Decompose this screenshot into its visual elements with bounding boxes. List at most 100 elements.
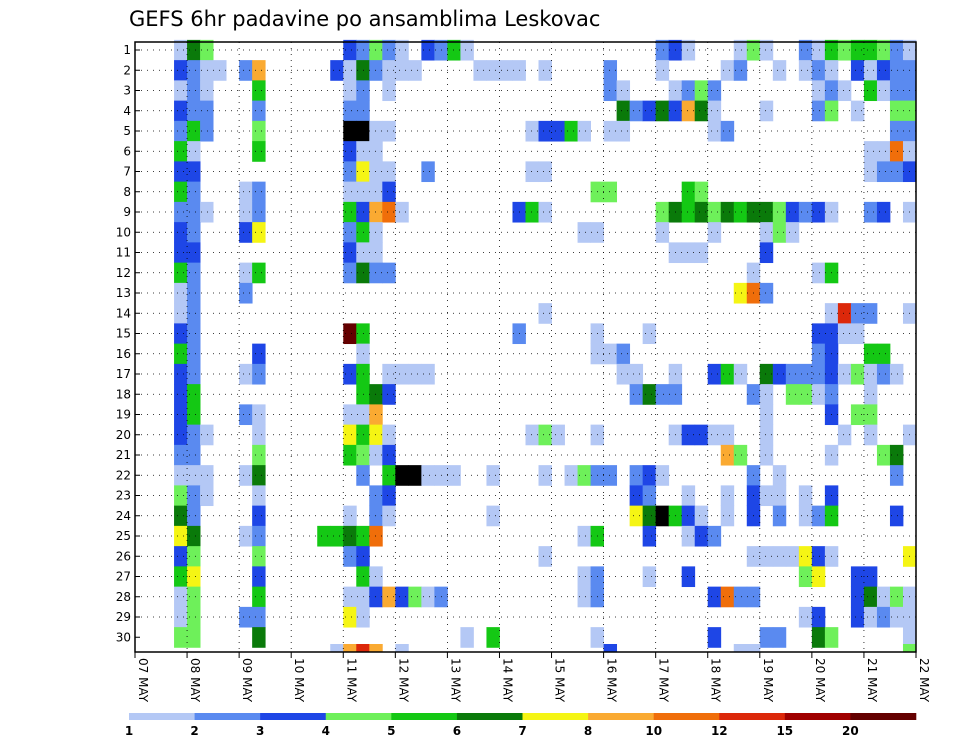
heatmap-cell [681,39,696,61]
heatmap-cell [603,343,618,365]
heatmap-cell [889,141,904,162]
heatmap-cell [863,363,878,385]
heatmap-cell [382,586,396,608]
heatmap-cell [343,181,357,203]
heatmap-cell [759,384,774,405]
heatmap-cell [252,586,266,608]
heatmap-cell [174,242,188,264]
heatmap-cell [382,120,396,142]
heatmap-cell [343,222,357,243]
heatmap-cell [642,323,657,345]
heatmap-cell [369,141,383,162]
heatmap-cell [187,525,201,547]
y-tick-label: 22 [116,468,131,482]
grid-layer [135,42,916,652]
heatmap-cell [356,242,370,264]
colorbar-swatch [719,713,786,720]
heatmap-cell [356,343,370,365]
heatmap-cell [187,363,201,385]
colorbar-swatch [588,713,654,720]
heatmap-cell [421,586,435,608]
heatmap-cell [252,606,266,628]
heatmap-cell [889,444,904,466]
heatmap-cell [382,424,396,446]
heatmap-cell [174,39,188,61]
heatmap-cell [720,201,735,223]
heatmap-cell [343,161,357,183]
heatmap-cell [772,546,787,567]
heatmap-cell [759,485,774,507]
heatmap-cell [356,644,370,652]
heatmap-cell [343,606,357,628]
colorbar-swatch [456,713,523,720]
heatmap-cell [616,80,631,102]
heatmap-cell [876,39,891,61]
heatmap-cell [785,363,800,385]
heatmap-cell [642,485,657,507]
heatmap-cell [187,465,201,486]
heatmap-cell [629,465,644,486]
heatmap-cell [525,424,539,446]
heatmap-cell [590,627,604,648]
heatmap-cell [200,201,214,223]
heatmap-cell [343,323,357,345]
heatmap-cell [356,222,370,243]
heatmap-cell [889,80,904,102]
heatmap-cell [187,404,201,426]
colorbar-label: 5 [387,724,395,738]
heatmap-cell [720,485,735,507]
y-tick-label: 26 [116,549,131,563]
y-tick-label: 30 [116,630,131,644]
heatmap-cell [382,444,396,466]
y-tick-label: 29 [116,610,131,624]
y-tick-label: 17 [116,367,131,381]
heatmap-cell [174,141,188,162]
heatmap-cell [655,39,670,61]
heatmap-cell [187,323,201,345]
heatmap-cell [642,384,657,405]
heatmap-cell [720,363,735,385]
heatmap-cell [382,505,396,527]
heatmap-cell [174,222,188,243]
y-tick-label: 20 [116,428,131,442]
heatmap-cell [629,505,644,527]
y-tick-label: 4 [123,104,131,118]
heatmap-cell [850,303,865,324]
heatmap-cell [343,525,357,547]
heatmap-cell [252,465,266,486]
heatmap-cell [759,627,774,648]
heatmap-cell [356,181,370,203]
heatmap-cell [174,525,188,547]
heatmap-cell [577,222,591,243]
colorbar-swatch [522,713,589,720]
heatmap-cell [811,201,826,223]
heatmap-cell [577,525,591,547]
y-tick-label: 25 [116,529,131,543]
heatmap-cell [538,546,552,567]
heatmap-cell [174,303,188,324]
heatmap-cell [343,546,357,567]
heatmap-cell [707,100,722,122]
x-tick-label: 13 MAY [448,658,462,703]
heatmap-cell [408,586,422,608]
colorbar-swatch [260,713,327,720]
x-tick-label: 12 MAY [396,658,410,703]
heatmap-cell [551,120,565,142]
heatmap-cell [603,60,618,81]
heatmap-cell [395,586,409,608]
heatmap-cell [694,181,709,203]
heatmap-cell [395,644,409,652]
heatmap-cell [330,60,344,81]
heatmap-cell [642,505,657,527]
y-tick-label: 24 [116,509,131,523]
heatmap-cell [343,262,357,284]
heatmap-cell [759,546,774,567]
heatmap-cell [252,546,266,567]
heatmap-cell [876,161,891,183]
heatmap-cell [603,644,618,652]
heatmap-cell [174,282,188,304]
heatmap-cell [369,181,383,203]
heatmap-cell [356,566,370,588]
heatmap-cell [616,120,631,142]
